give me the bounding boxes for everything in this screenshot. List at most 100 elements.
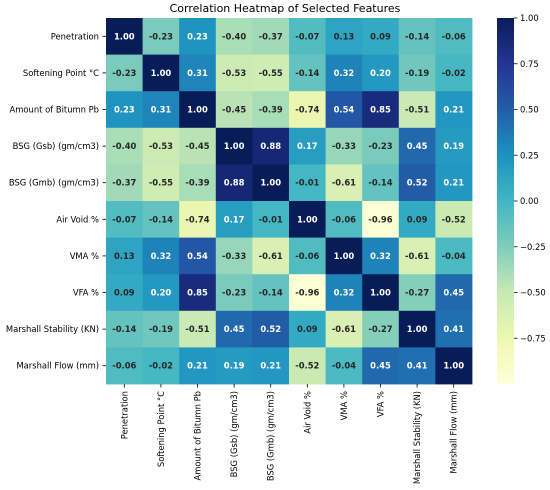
heatmap-cell [179,201,217,238]
cell-value-label: 0.45 [407,141,428,151]
heatmap-cell [142,127,180,165]
cell-value-label: 0.09 [370,31,391,41]
heatmap-cell [398,237,436,275]
cell-value-label: 0.31 [187,68,208,78]
heatmap-cell [215,347,253,385]
heatmap-cell [215,237,253,275]
heatmap-cell [215,310,253,348]
heatmap-cell [179,274,217,312]
y-tick-label: Marshall Flow (mm) [16,361,99,371]
cell-value-label: -0.74 [295,105,319,115]
cell-value-label: -0.52 [295,361,319,371]
y-tick-label: Amount of Bitumn Pb [10,105,99,115]
colorbar-tick-label: −0.50 [520,288,546,298]
cell-value-label: 0.32 [151,251,172,261]
heatmap-cell [179,237,217,275]
heatmap-cell [252,127,290,165]
heatmap-cell [142,347,180,385]
colorbar-tick-label: 0.00 [520,196,539,206]
heatmap-cell [215,91,253,129]
heatmap-cell [325,54,363,92]
cell-value-label: 0.23 [187,31,208,41]
y-tick-label: VFA % [73,288,99,298]
x-tick-label: VMA % [339,391,349,420]
cell-value-label: 0.09 [114,288,135,298]
cell-value-label: 0.54 [187,251,208,261]
heatmap-cell [362,201,400,238]
heatmap-cell [435,54,473,92]
heatmap-cell [325,274,363,312]
cell-value-label: -0.02 [149,361,173,371]
heatmap-cell [362,127,400,165]
cell-value-label: -0.51 [405,105,429,115]
heatmap-cell [252,237,290,275]
cell-value-label: 1.00 [224,141,245,151]
heatmap-cell [215,274,253,312]
heatmap-cell [325,91,363,129]
heatmap-cell [142,274,180,312]
heatmap-cell [325,127,363,165]
heatmap-cell [435,237,473,275]
cell-value-label: -0.06 [295,251,319,261]
cell-value-label: 0.45 [443,288,464,298]
cell-value-label: 0.20 [151,288,172,298]
heatmap-cell [398,310,436,348]
heatmap-cell [435,274,473,312]
heatmap-cell [142,91,180,129]
heatmap-cell [179,347,217,385]
cell-value-label: 0.45 [370,361,391,371]
cell-value-label: -0.53 [149,141,173,151]
x-tick-label: Penetration [119,391,129,439]
cell-value-label: -0.55 [149,178,173,188]
cell-value-label: 1.00 [407,324,428,334]
heatmap-cell [215,54,253,92]
cell-value-label: -0.53 [222,68,246,78]
heatmap-cell [362,237,400,275]
heatmap-cell [215,201,253,238]
cell-value-label: -0.61 [332,178,356,188]
heatmap-cell [325,164,363,202]
heatmap-cell [106,164,143,202]
y-tick-labels: Penetration Softening Point °C Amount of B… [6,31,106,371]
heatmap-cell [398,91,436,129]
heatmap-cell [252,274,290,312]
heatmap-cell [398,127,436,165]
heatmap-cell [362,164,400,202]
heatmap-cell [179,18,217,55]
cell-value-label: 0.85 [370,105,391,115]
cell-value-label: 1.00 [443,361,464,371]
heatmap-cell [252,201,290,238]
heatmap-cell [252,310,290,348]
cell-value-label: -0.04 [332,361,356,371]
y-tick-label: VMA % [70,251,99,261]
heatmap-cell [215,164,253,202]
x-tick-label: VFA % [376,391,386,417]
cell-value-label: -0.23 [112,68,136,78]
heatmap-cell [106,91,143,129]
cell-value-label: 0.41 [407,361,428,371]
cell-value-label: 0.41 [443,324,464,334]
x-tick-label: Marshall Flow (mm) [449,391,459,474]
heatmap-cell [398,347,436,385]
heatmap-cell [398,164,436,202]
cell-value-label: 0.52 [260,324,281,334]
heatmap-cell [106,237,143,275]
heatmap-cell [362,91,400,129]
cell-value-label: 0.19 [443,141,464,151]
cell-value-label: -0.14 [112,324,136,334]
heatmap-cell [362,347,400,385]
cell-value-label: -0.07 [112,214,136,224]
cell-value-label: -0.96 [368,214,392,224]
cell-value-label: -0.37 [112,178,136,188]
cell-value-label: -0.61 [259,251,283,261]
cell-value-label: -0.55 [259,68,283,78]
cell-value-label: -0.14 [295,68,319,78]
cell-value-label: 0.88 [260,141,281,151]
cell-value-label: -0.96 [295,288,319,298]
cell-value-label: 1.00 [370,288,391,298]
heatmap-cell [252,164,290,202]
colorbar-tick-label: 0.50 [520,105,539,115]
heatmap-cell [435,18,473,55]
cell-value-label: -0.01 [295,178,319,188]
